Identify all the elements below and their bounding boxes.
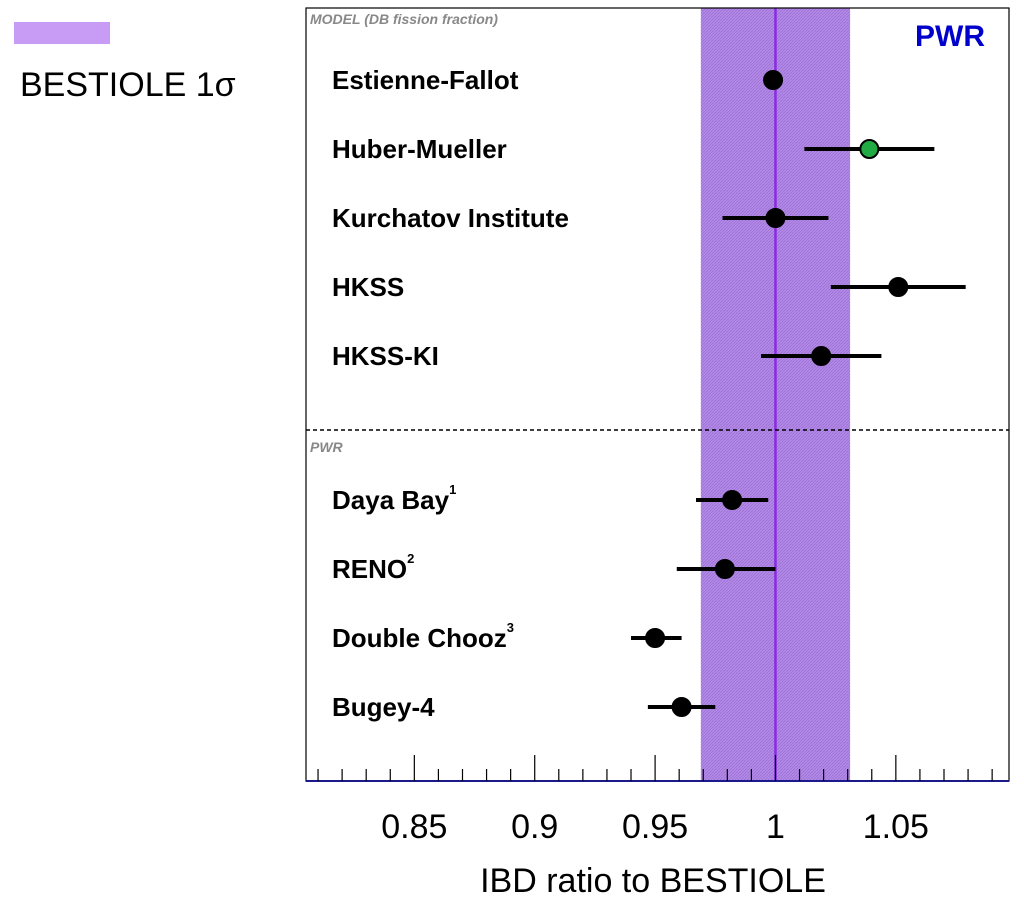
row-label: Kurchatov Institute — [332, 203, 569, 233]
data-point — [645, 628, 666, 648]
row-label-superscript: 2 — [407, 551, 414, 566]
x-tick-label: 1 — [766, 808, 785, 846]
data-point — [765, 208, 786, 228]
section-title: PWR — [310, 439, 344, 455]
plot-frame — [305, 7, 1010, 782]
x-axis-title: IBD ratio to BESTIOLE — [480, 862, 826, 900]
row-label: Huber-Mueller — [332, 134, 507, 164]
row-label: Double Chooz — [332, 623, 507, 653]
data-point — [888, 277, 909, 297]
legend-label: BESTIOLE 1σ — [20, 66, 236, 104]
data-point — [722, 490, 743, 510]
legend-swatch — [14, 22, 110, 44]
x-tick-label: 0.95 — [622, 808, 688, 846]
data-point — [714, 559, 735, 579]
row-label: HKSS — [332, 272, 404, 302]
section-title: MODEL (DB fission fraction) — [310, 11, 498, 27]
row-label: Daya Bay — [332, 485, 450, 515]
data-point — [671, 697, 692, 717]
corner-label: PWR — [915, 20, 985, 53]
row-label-superscript: 3 — [507, 620, 514, 635]
data-point — [859, 139, 880, 159]
data-point — [811, 346, 832, 366]
data-point — [763, 70, 784, 90]
row-label-superscript: 1 — [449, 482, 456, 497]
x-tick-label: 0.9 — [511, 808, 558, 846]
x-tick-label: 1.05 — [863, 808, 929, 846]
row-label: Bugey-4 — [332, 692, 435, 722]
x-tick-label: 0.85 — [381, 808, 447, 846]
row-label: Estienne-Fallot — [332, 65, 519, 95]
row-label: RENO — [332, 554, 407, 584]
row-label: HKSS-KI — [332, 341, 439, 371]
